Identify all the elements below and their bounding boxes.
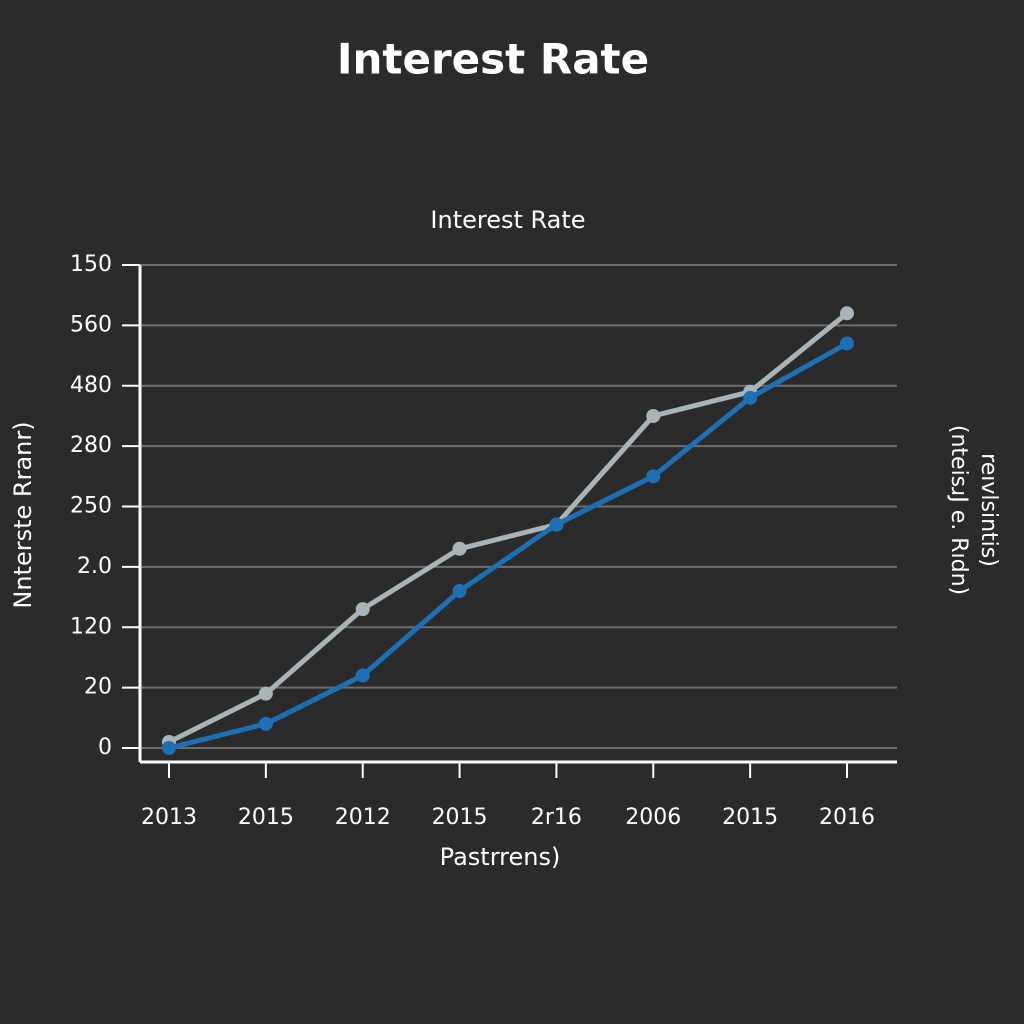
chart-title: Interest Rate — [337, 35, 649, 84]
y-axis-label: Nnterste Rranr) — [9, 421, 37, 608]
x-tick-label: 2013 — [141, 805, 197, 830]
y-tick-label: 20 — [84, 675, 112, 700]
y-tick-label: 0 — [98, 735, 112, 760]
series-marker — [840, 336, 854, 351]
series-marker — [258, 716, 273, 731]
x-tick-label: 2016 — [819, 805, 875, 830]
y-tick-label: 2.0 — [77, 554, 112, 579]
right-axis-label: reıvlsintis) — [976, 453, 1001, 567]
y-tick-label: 560 — [70, 312, 112, 337]
x-axis-label: Pastrrens) — [440, 843, 561, 871]
series-marker — [840, 306, 854, 321]
series-marker — [646, 469, 661, 484]
x-tick-label: 2r16 — [531, 805, 582, 830]
x-tick-label: 2015 — [432, 805, 488, 830]
y-tick-label: 250 — [70, 494, 112, 519]
x-tick-label: 2015 — [238, 805, 294, 830]
series-marker — [258, 686, 273, 701]
y-tick-label: 120 — [70, 614, 112, 639]
right-axis-label: (nteisɹJ e. Rıdn) — [946, 425, 971, 595]
series-marker — [452, 541, 467, 556]
series-line — [168, 341, 849, 751]
series-marker — [162, 741, 176, 755]
x-tick-label: 2015 — [722, 805, 778, 830]
series-line — [167, 311, 849, 745]
series-marker — [355, 602, 370, 617]
y-tick-label: 150 — [70, 252, 112, 277]
chart-subtitle: Interest Rate — [430, 206, 585, 234]
series-marker — [646, 408, 661, 423]
series-marker — [549, 517, 564, 532]
x-tick-label: 2012 — [335, 805, 391, 830]
series-marker — [452, 584, 467, 599]
series-marker — [743, 390, 758, 405]
series-marker — [355, 668, 370, 683]
x-tick-label: 2006 — [625, 805, 681, 830]
y-tick-label: 280 — [70, 433, 112, 458]
y-tick-label: 480 — [70, 373, 112, 398]
